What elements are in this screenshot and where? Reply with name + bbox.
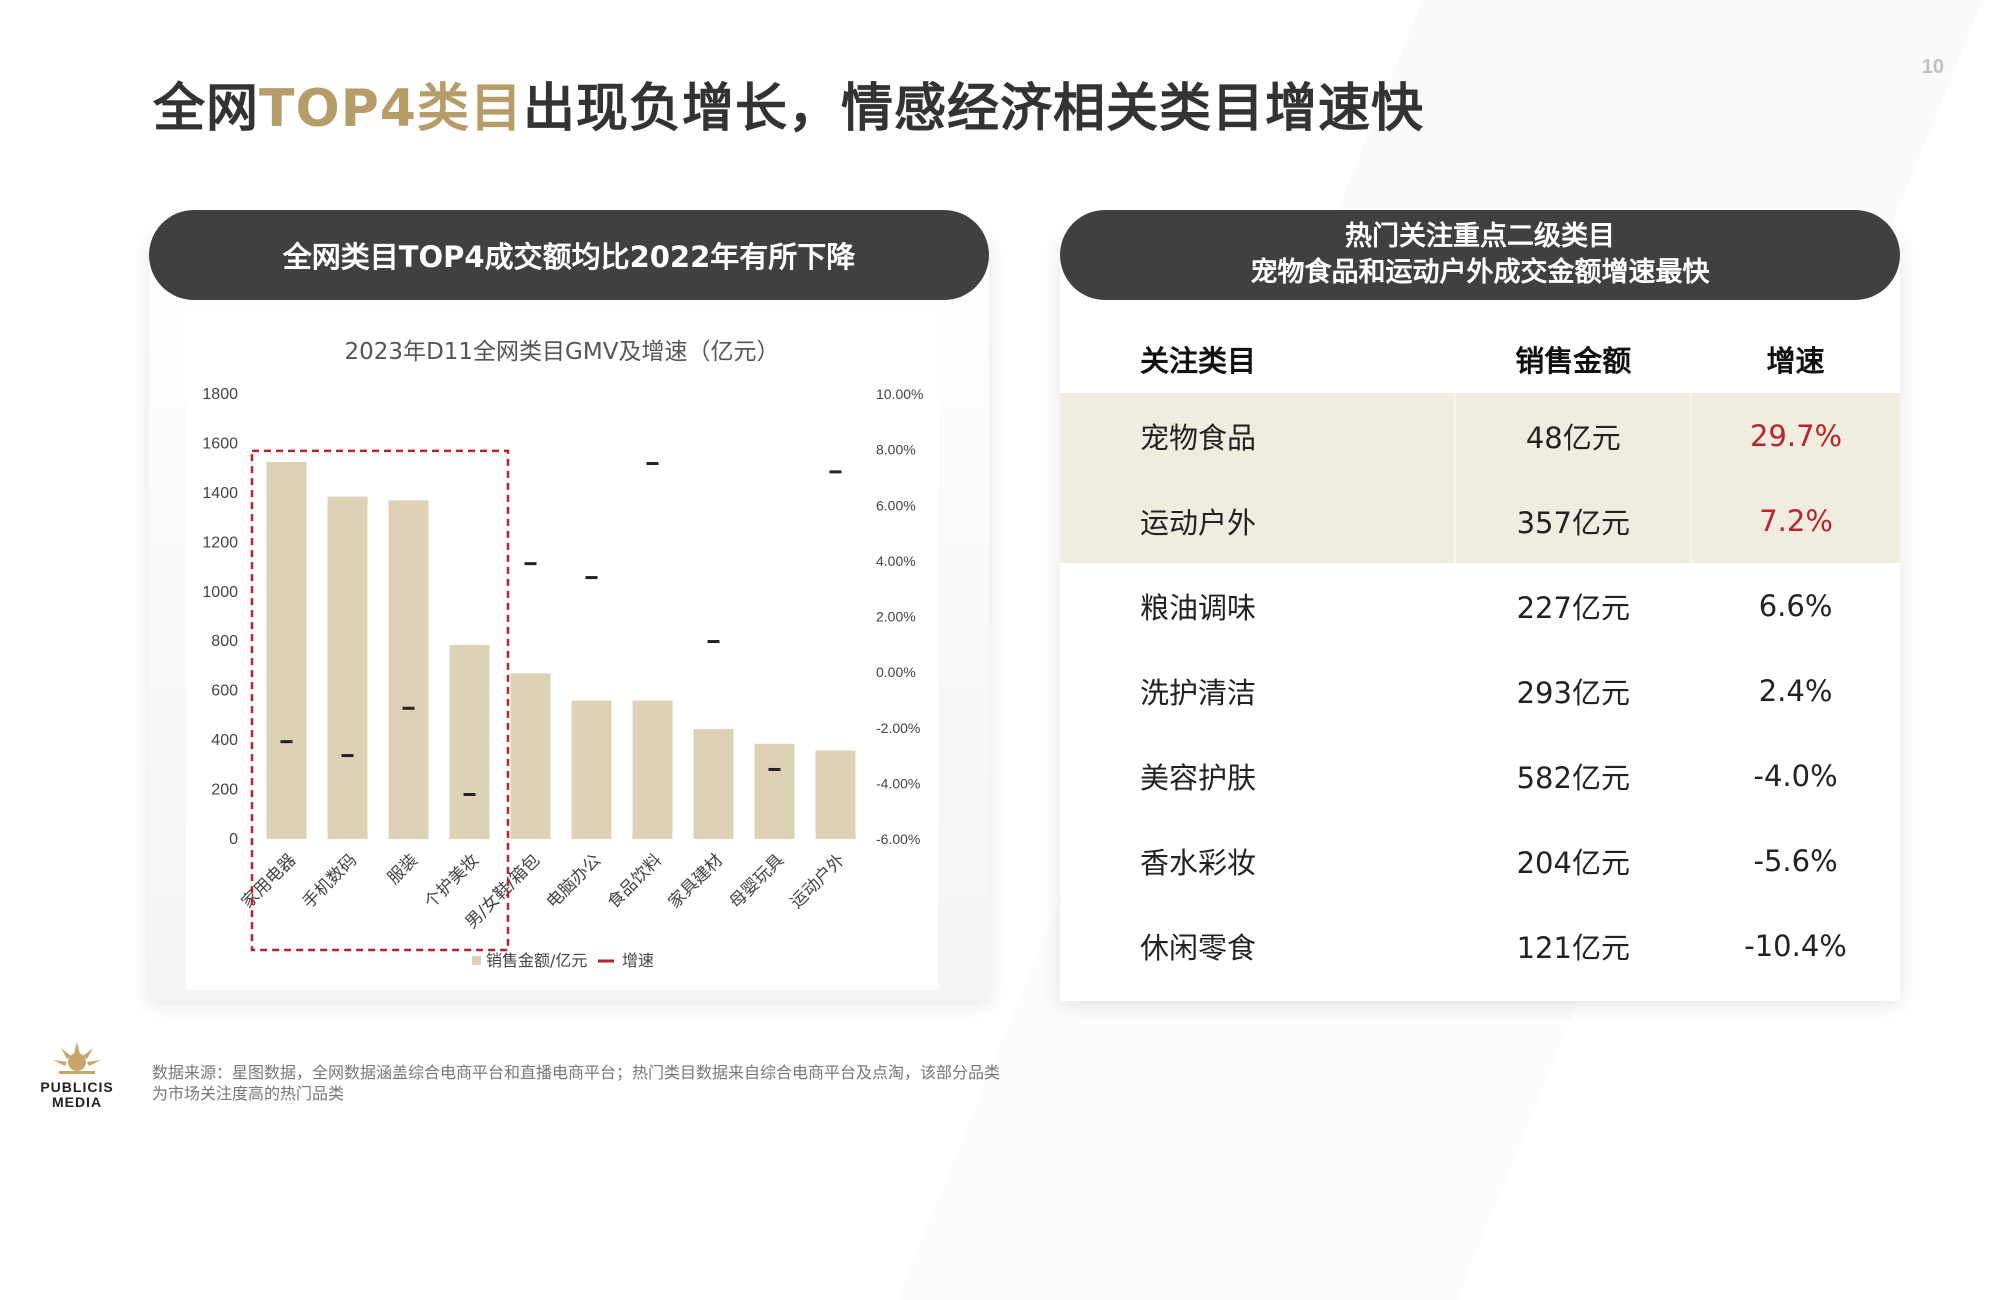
bar-6 <box>571 700 612 839</box>
bar-3 <box>388 500 429 839</box>
page-title: 全网TOP4类目出现负增长，情感经济相关类目增速快 <box>153 66 1424 141</box>
right-axis-tick-label: -6.00% <box>876 831 920 847</box>
table-panel <box>1060 237 1900 1001</box>
category-table: 关注类目 销售金额 增速 宠物食品 48亿元 29.7% 运动户外 357亿元 7.2% 粮… <box>1060 325 1900 988</box>
sales-amount-cell: 48亿元 <box>1454 393 1692 478</box>
bar-5 <box>510 673 551 839</box>
left-axis-tick-label: 1000 <box>202 584 238 601</box>
category-name-cell: 休闲零食 <box>1140 930 1257 965</box>
sales-amount-cell: 204亿元 <box>1516 845 1630 880</box>
category-name-cell: 粮油调味 <box>1140 590 1257 625</box>
page-number: 10 <box>1921 56 1944 78</box>
growth-cell: -5.6% <box>1753 843 1838 878</box>
table-row: 粮油调味 227亿元 6.6% <box>1060 563 1900 648</box>
right-axis-tick-label: 0.00% <box>876 664 916 680</box>
left-axis-tick-label: 1600 <box>202 435 238 452</box>
bar-9 <box>754 743 795 839</box>
left-axis-tick-label: 1800 <box>202 386 238 403</box>
growth-cell: 2.4% <box>1758 673 1833 708</box>
growth-cell: -10.4% <box>1744 928 1847 963</box>
logo-text-line2: MEDIA <box>51 1094 103 1110</box>
table-row: 香水彩妆 204亿元 -5.6% <box>1060 818 1900 903</box>
bar-10 <box>815 750 856 839</box>
chart-title: 2023年D11全网类目GMV及增速（亿元） <box>345 339 780 365</box>
table-header-row: 关注类目 销售金额 增速 <box>1060 325 1900 393</box>
right-axis-tick-label: 4.00% <box>876 553 916 569</box>
bar-4 <box>449 644 490 839</box>
column-header: 关注类目 <box>1140 344 1257 378</box>
column-header: 增速 <box>1766 344 1825 378</box>
chart-panel-header: 全网类目TOP4成交额均比2022年有所下降 <box>149 210 989 300</box>
top4-highlight-box <box>250 449 510 952</box>
gmv-chart: 2023年D11全网类目GMV及增速（亿元） 0 200 400 600 800 1000 1… <box>186 314 938 990</box>
growth-cell: 6.6% <box>1758 588 1833 623</box>
growth-cell: 29.7% <box>1690 393 1900 478</box>
right-axis-tick-label: 6.00% <box>876 497 916 513</box>
table-row: 洗护清洁 293亿元 2.4% <box>1060 648 1900 733</box>
lion-emblem-icon <box>53 1042 101 1074</box>
logo-text-line1: PUBLICIS <box>40 1079 114 1095</box>
table-panel-header: 热门关注重点二级类目 宠物食品和运动户外成交金额增速最快 <box>1060 210 1900 300</box>
title-part2: 出现负增长，情感经济相关类目增速快 <box>523 79 1425 139</box>
data-source-note: 数据来源：星图数据，全网数据涵盖综合电商平台和直播电商平台；热门类目数据来自综合… <box>152 1063 1001 1103</box>
sales-amount-cell: 357亿元 <box>1454 478 1692 563</box>
table-row: 运动户外 357亿元 7.2% <box>1060 478 1900 563</box>
publicis-logo: PUBLICIS MEDIA <box>38 1038 116 1110</box>
left-axis-tick-label: 200 <box>211 782 238 799</box>
sales-amount-cell: 121亿元 <box>1516 930 1630 965</box>
right-axis-tick-label: 10.00% <box>876 386 923 402</box>
sales-amount-cell: 582亿元 <box>1516 760 1630 795</box>
category-name-cell: 香水彩妆 <box>1140 845 1257 880</box>
left-axis-tick-label: 800 <box>211 633 238 650</box>
legend-bar-label: 销售金额/亿元 <box>486 951 587 970</box>
table-header-line1: 热门关注重点二级类目 <box>1345 221 1615 252</box>
category-name-cell: 美容护肤 <box>1140 760 1257 795</box>
bar-2 <box>327 496 368 839</box>
left-axis-tick-label: 1400 <box>202 485 238 502</box>
right-axis-tick-label: -4.00% <box>876 775 920 791</box>
table-row: 宠物食品 48亿元 29.7% <box>1060 393 1900 478</box>
right-axis-tick-label: -2.00% <box>876 720 920 736</box>
right-axis-tick-label: 2.00% <box>876 609 916 625</box>
bar-7 <box>632 700 673 839</box>
left-axis-tick-label: 400 <box>211 732 238 749</box>
left-axis-tick-label: 600 <box>211 683 238 700</box>
column-header: 销售金额 <box>1515 344 1632 378</box>
category-name-cell: 洗护清洁 <box>1140 675 1257 710</box>
right-axis-tick-label: 8.00% <box>876 442 916 458</box>
title-accent: TOP4类目 <box>259 79 523 139</box>
bar-8 <box>693 728 734 839</box>
table-row: 美容护肤 582亿元 -4.0% <box>1060 733 1900 818</box>
sales-amount-cell: 227亿元 <box>1516 590 1630 625</box>
table-row: 休闲零食 121亿元 -10.4% <box>1060 903 1900 988</box>
legend-bar-swatch <box>472 956 481 965</box>
title-part1: 全网 <box>153 79 260 139</box>
growth-cell: -4.0% <box>1753 758 1838 793</box>
bar-1 <box>266 461 307 839</box>
left-axis-tick-label: 1200 <box>202 534 238 551</box>
sales-amount-cell: 293亿元 <box>1516 675 1630 710</box>
growth-cell: 7.2% <box>1690 478 1900 563</box>
category-name-cell: 运动户外 <box>1060 478 1456 563</box>
chart-background <box>186 314 938 990</box>
table-header-line2: 宠物食品和运动户外成交金额增速最快 <box>1250 257 1710 288</box>
left-axis-tick-label: 0 <box>229 831 238 848</box>
legend-growth-label: 增速 <box>622 951 654 970</box>
gmv-chart-svg: 2023年D11全网类目GMV及增速（亿元） 0 200 400 600 800 1000 1… <box>186 314 938 990</box>
category-name-cell: 宠物食品 <box>1060 393 1456 478</box>
